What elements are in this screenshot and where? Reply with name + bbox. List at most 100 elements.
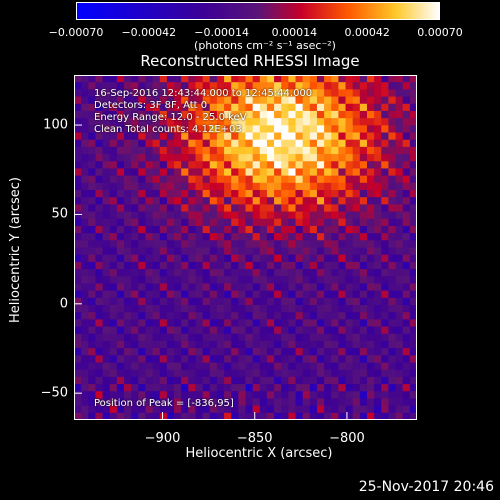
heatmap-cell bbox=[338, 297, 346, 306]
heatmap-cell bbox=[245, 269, 254, 277]
heatmap-cell bbox=[309, 355, 318, 363]
heatmap-cell bbox=[266, 376, 275, 385]
heatmap-cell bbox=[288, 355, 296, 363]
heatmap-cell bbox=[216, 225, 225, 234]
heatmap-cell bbox=[195, 247, 204, 256]
heatmap-cell bbox=[109, 290, 118, 299]
heatmap-cell bbox=[288, 305, 296, 313]
heatmap-cell bbox=[366, 168, 375, 177]
heatmap-cell bbox=[124, 75, 132, 83]
heatmap-cell bbox=[102, 384, 111, 392]
heatmap-cell bbox=[138, 211, 146, 220]
heatmap-cell bbox=[295, 384, 304, 392]
heatmap-cell bbox=[188, 154, 196, 162]
heatmap-cell bbox=[295, 283, 304, 292]
heatmap-cell bbox=[245, 384, 254, 392]
heatmap-cell bbox=[216, 283, 225, 292]
heatmap-cell bbox=[388, 369, 396, 378]
heatmap-cell bbox=[309, 297, 318, 306]
heatmap-cell bbox=[152, 197, 161, 205]
heatmap-cell bbox=[202, 190, 211, 198]
heatmap-cell bbox=[252, 261, 261, 270]
heatmap-cell bbox=[74, 340, 82, 349]
heatmap-cell bbox=[366, 146, 375, 155]
heatmap-cell bbox=[409, 326, 417, 335]
heatmap-cell bbox=[131, 276, 139, 284]
heatmap-cell bbox=[124, 225, 132, 234]
heatmap-cell bbox=[188, 297, 196, 306]
heatmap-cell bbox=[345, 139, 354, 148]
heatmap-cell bbox=[345, 103, 354, 112]
heatmap-cell bbox=[309, 312, 318, 320]
heatmap-cell bbox=[366, 225, 375, 234]
heatmap-cell bbox=[166, 340, 175, 349]
heatmap-cell bbox=[88, 384, 96, 392]
heatmap-cell bbox=[181, 362, 189, 371]
heatmap-cell bbox=[245, 103, 254, 112]
heatmap-cell bbox=[302, 333, 311, 342]
heatmap-cell bbox=[345, 326, 354, 335]
heatmap-cell bbox=[266, 254, 275, 263]
heatmap-cell bbox=[316, 312, 325, 320]
heatmap-cell bbox=[324, 96, 332, 105]
heatmap-cell bbox=[202, 132, 211, 141]
heatmap-cell bbox=[216, 168, 225, 177]
heatmap-cell bbox=[295, 290, 304, 299]
heatmap-cell bbox=[245, 132, 254, 141]
heatmap-cell bbox=[302, 139, 311, 148]
heatmap-cell bbox=[152, 312, 161, 320]
heatmap-cell bbox=[274, 103, 282, 112]
heatmap-cell bbox=[245, 340, 254, 349]
heatmap-cell bbox=[109, 233, 118, 241]
heatmap-cell bbox=[352, 326, 361, 335]
heatmap-cell bbox=[409, 161, 417, 169]
heatmap-cell bbox=[374, 103, 382, 112]
heatmap-cell bbox=[345, 312, 354, 320]
heatmap-cell bbox=[166, 103, 175, 112]
heatmap-cell bbox=[338, 319, 346, 327]
heatmap-cell bbox=[81, 348, 89, 356]
heatmap-cell bbox=[174, 218, 182, 227]
heatmap-cell bbox=[309, 247, 318, 256]
heatmap-cell bbox=[88, 75, 96, 83]
heatmap-cell bbox=[281, 333, 289, 342]
heatmap-cell bbox=[324, 297, 332, 306]
heatmap-cell bbox=[131, 254, 139, 263]
heatmap-cell bbox=[409, 168, 417, 177]
heatmap-cell bbox=[102, 340, 111, 349]
heatmap-cell bbox=[152, 118, 161, 126]
heatmap-cell bbox=[252, 276, 261, 284]
heatmap-cell bbox=[224, 362, 232, 371]
heatmap-cell bbox=[124, 305, 132, 313]
heatmap-cell bbox=[224, 182, 232, 191]
heatmap-cell bbox=[74, 297, 82, 306]
heatmap-cell bbox=[81, 204, 89, 212]
heatmap-cell bbox=[195, 369, 204, 378]
heatmap-cell bbox=[295, 276, 304, 284]
heatmap-cell bbox=[202, 384, 211, 392]
heatmap-cell bbox=[245, 261, 254, 270]
heatmap-cell bbox=[174, 326, 182, 335]
heatmap-cell bbox=[209, 384, 218, 392]
heatmap-cell bbox=[188, 276, 196, 284]
heatmap-cell bbox=[102, 218, 111, 227]
heatmap-cell bbox=[402, 125, 411, 133]
heatmap-cell bbox=[381, 333, 389, 342]
heatmap-cell bbox=[402, 297, 411, 306]
heatmap-cell bbox=[109, 261, 118, 270]
heatmap-cell bbox=[324, 412, 332, 420]
heatmap-cell bbox=[102, 247, 111, 256]
heatmap-cell bbox=[331, 391, 339, 399]
heatmap-cell bbox=[309, 369, 318, 378]
heatmap-cell bbox=[95, 283, 103, 292]
heatmap-cell bbox=[238, 218, 246, 227]
heatmap-cell bbox=[145, 312, 154, 320]
heatmap-cell bbox=[188, 290, 196, 299]
heatmap-cell bbox=[302, 305, 311, 313]
heatmap-cell bbox=[181, 204, 189, 212]
heatmap-cell bbox=[109, 333, 118, 342]
heatmap-cell bbox=[366, 261, 375, 270]
heatmap-cell bbox=[188, 283, 196, 292]
heatmap-cell bbox=[88, 211, 96, 220]
heatmap-cell bbox=[145, 290, 154, 299]
